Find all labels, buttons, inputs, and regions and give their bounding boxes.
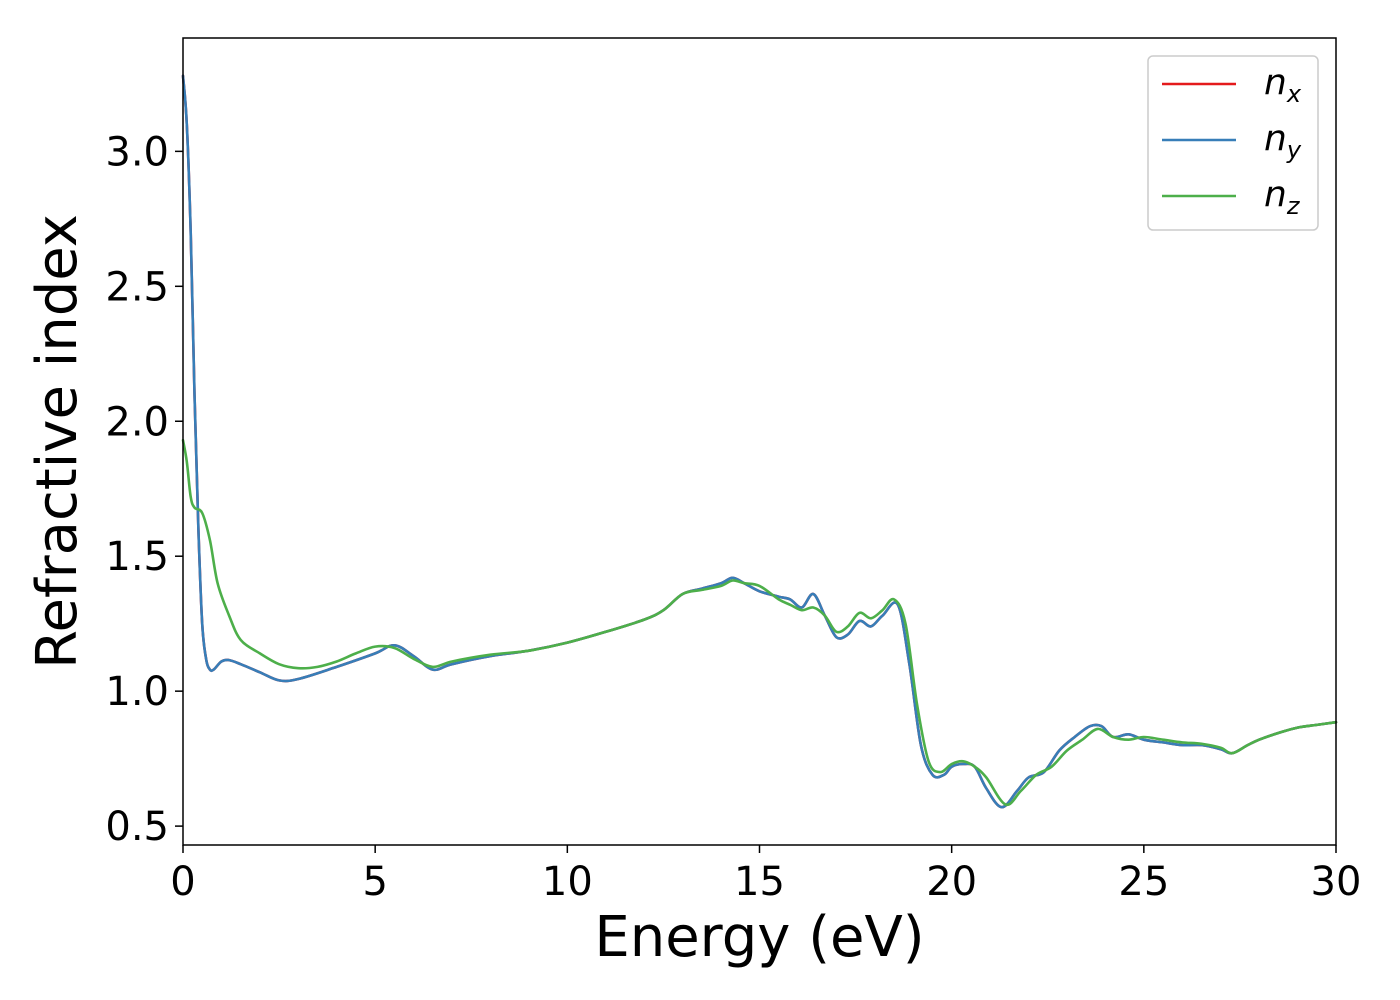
y-axis-ticks: 0.5 1.0 1.5 2.0 2.5 3.0 (105, 129, 183, 850)
x-tick-label: 25 (1118, 859, 1169, 905)
y-tick-label: 1.0 (105, 669, 169, 715)
y-tick-label: 1.5 (105, 534, 169, 580)
series-line-y (181, 74, 1338, 809)
y-tick-label: 0.5 (105, 804, 169, 850)
y-tick-label: 3.0 (105, 129, 169, 175)
legend: nx ny nz (1147, 55, 1319, 231)
legend-label-x: nx (1264, 62, 1302, 108)
x-tick-label: 0 (170, 859, 195, 905)
x-tick-label: 30 (1311, 859, 1362, 905)
series-layer (181, 74, 1338, 809)
y-tick-label: 2.5 (105, 264, 169, 310)
legend-label-y: ny (1264, 118, 1302, 164)
legend-box (1147, 55, 1319, 231)
x-tick-label: 10 (542, 859, 593, 905)
x-tick-label: 5 (362, 859, 387, 905)
series-line-z (181, 438, 1338, 807)
y-axis-label: Refractive index (25, 214, 90, 669)
x-tick-label: 15 (734, 859, 785, 905)
y-tick-label: 2.0 (105, 399, 169, 445)
x-axis-label: Energy (eV) (594, 905, 924, 970)
legend-label-z: nz (1264, 174, 1301, 220)
x-axis-ticks: 0 5 10 15 20 25 30 (170, 845, 1361, 905)
x-tick-label: 20 (926, 859, 977, 905)
